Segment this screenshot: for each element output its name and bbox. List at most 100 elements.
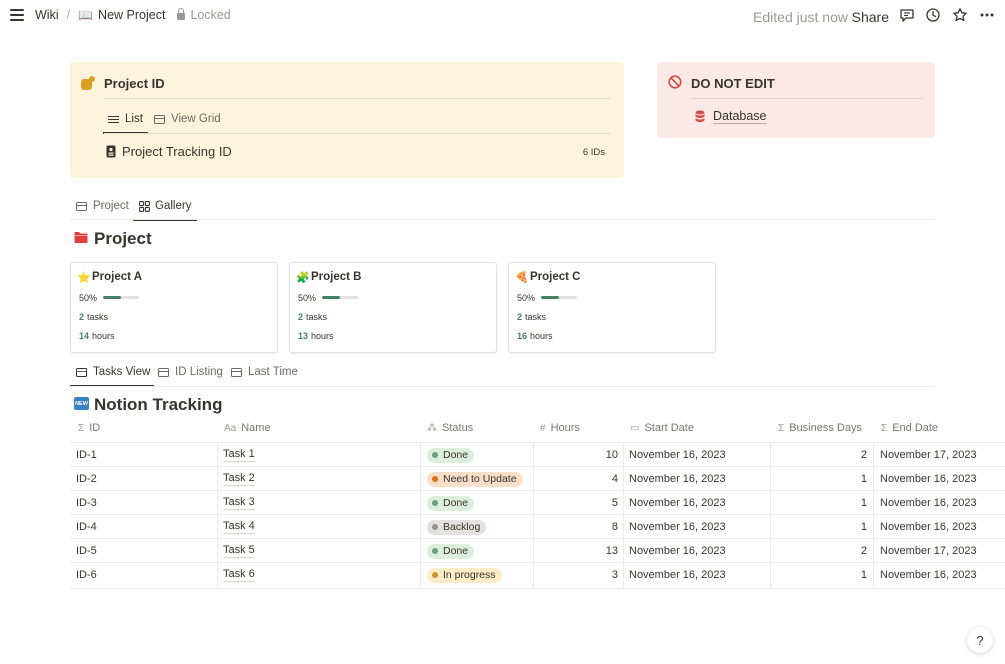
table-row[interactable]: ID-3 Task 3 Done 5 November 16, 2023 1 Novembe…: [70, 490, 1005, 514]
column-divider: [217, 442, 218, 588]
cell-name[interactable]: Task 4: [223, 515, 255, 539]
tab-label: ID Listing: [175, 366, 223, 378]
history-icon[interactable]: [925, 7, 941, 23]
more-icon[interactable]: [979, 7, 995, 23]
cell-start-date[interactable]: November 16, 2023: [629, 497, 726, 509]
share-button[interactable]: Share: [851, 9, 889, 25]
cell-hours[interactable]: 8: [611, 521, 618, 533]
table-row[interactable]: ID-1 Task 1 Done 10 November 16, 2023 2 Novemb…: [70, 442, 1005, 466]
help-button[interactable]: ?: [967, 627, 993, 653]
locked-indicator[interactable]: Locked: [177, 8, 231, 22]
task-name: Task 1: [223, 448, 255, 462]
status-badge: Backlog: [427, 519, 487, 535]
tab-view-grid[interactable]: View Grid: [154, 107, 221, 131]
cell-business-days[interactable]: 2: [860, 545, 867, 557]
tab-id-listing[interactable]: ID Listing: [158, 360, 223, 384]
column-header-id[interactable]: Σ ID: [78, 422, 101, 434]
column-header-status[interactable]: ⁂ Status: [427, 422, 474, 434]
tab-gallery[interactable]: Gallery: [133, 194, 198, 221]
callout-title: Project ID: [104, 76, 165, 91]
cell-hours[interactable]: 5: [611, 497, 618, 509]
cell-name[interactable]: Task 5: [223, 539, 255, 563]
cell-id[interactable]: ID-5: [76, 545, 97, 557]
table-icon: [154, 114, 165, 124]
cell-id[interactable]: ID-4: [76, 521, 97, 533]
status-label: Need to Update: [443, 473, 517, 485]
cell-id[interactable]: ID-1: [76, 449, 97, 461]
cell-end-date[interactable]: November 17, 2023: [880, 449, 977, 461]
status-badge: Done: [427, 447, 475, 463]
database-icon: [695, 110, 705, 122]
column-header-start-date[interactable]: ▭ Start Date: [630, 422, 694, 434]
cell-hours[interactable]: 3: [611, 569, 618, 581]
cell-hours[interactable]: 4: [611, 473, 618, 485]
cell-name[interactable]: Task 3: [223, 491, 255, 515]
project-card-a[interactable]: ⭐ Project A 50% 2 tasks 14 hours: [70, 262, 278, 353]
cell-start-date[interactable]: November 16, 2023: [629, 449, 726, 461]
breadcrumb-wiki[interactable]: Wiki: [35, 8, 59, 22]
cell-name[interactable]: Task 2: [223, 467, 255, 491]
cell-start-date[interactable]: November 16, 2023: [629, 521, 726, 533]
comment-icon[interactable]: [899, 7, 915, 23]
cell-hours[interactable]: 10: [605, 449, 618, 461]
cell-end-date[interactable]: November 17, 2023: [880, 545, 977, 557]
project-card-c[interactable]: 🍕 Project C 50% 2 tasks 16 hours: [508, 262, 716, 353]
tab-tasks-view[interactable]: Tasks View: [70, 360, 155, 387]
menu-icon[interactable]: [10, 9, 24, 21]
cell-name[interactable]: Task 6: [223, 563, 255, 587]
cell-status[interactable]: Backlog: [427, 515, 487, 539]
column-header-business-days[interactable]: Σ Business Days: [778, 422, 862, 434]
cell-status[interactable]: Done: [427, 539, 475, 563]
table-row[interactable]: ID-5 Task 5 Done 13 November 16, 2023 2 Novemb…: [70, 538, 1005, 562]
breadcrumb-new-project[interactable]: New Project: [98, 8, 166, 22]
cell-status[interactable]: In progress: [427, 563, 502, 587]
column-header-hours[interactable]: # Hours: [540, 422, 580, 434]
cell-start-date[interactable]: November 16, 2023: [629, 473, 726, 485]
cell-business-days[interactable]: 2: [860, 449, 867, 461]
project-card-b[interactable]: 🧩 Project B 50% 2 tasks 13 hours: [289, 262, 497, 353]
item-count: 6 IDs: [582, 147, 605, 158]
cell-start-date[interactable]: November 16, 2023: [629, 569, 726, 581]
cell-business-days[interactable]: 1: [860, 497, 867, 509]
task-name: Task 2: [223, 472, 255, 486]
tab-last-time[interactable]: Last Time: [231, 360, 298, 384]
column-header-name[interactable]: Aa Name: [224, 422, 271, 434]
gallery-icon: [139, 200, 150, 212]
cell-id[interactable]: ID-6: [76, 569, 97, 581]
do-not-edit-callout: DO NOT EDIT Database: [657, 62, 935, 138]
cell-status[interactable]: Done: [427, 443, 475, 467]
cell-end-date[interactable]: November 16, 2023: [880, 569, 977, 581]
cell-start-date[interactable]: November 16, 2023: [629, 545, 726, 557]
cell-business-days[interactable]: 1: [860, 569, 867, 581]
star-icon[interactable]: [952, 7, 968, 23]
folder-icon: [74, 232, 88, 243]
cell-end-date[interactable]: November 16, 2023: [880, 521, 977, 533]
column-header-end-date[interactable]: Σ End Date: [881, 422, 939, 434]
table-row[interactable]: ID-2 Task 2 Need to Update 4 November 16, 20…: [70, 466, 1005, 490]
cell-status[interactable]: Need to Update: [427, 467, 523, 491]
cell-name[interactable]: Task 1: [223, 443, 255, 467]
cell-end-date[interactable]: November 16, 2023: [880, 497, 977, 509]
status-dot-icon: [432, 476, 438, 482]
table-row[interactable]: ID-4 Task 4 Backlog 8 November 16, 2023 1 Nove…: [70, 514, 1005, 538]
cell-business-days[interactable]: 1: [860, 521, 867, 533]
project-tracking-id-item[interactable]: Project Tracking ID 6 IDs: [104, 142, 611, 164]
cell-end-date[interactable]: November 16, 2023: [880, 473, 977, 485]
star-icon: ⭐: [77, 272, 91, 284]
database-link[interactable]: Database: [695, 107, 767, 125]
table-row[interactable]: ID-6 Task 6 In progress 3 November 16, 2023 1…: [70, 562, 1005, 586]
edited-status: Edited just now: [753, 9, 848, 25]
status-label: Backlog: [443, 521, 481, 533]
cell-id[interactable]: ID-2: [76, 473, 97, 485]
puzzle-icon: 🧩: [296, 272, 310, 284]
status-label: Done: [443, 449, 469, 461]
id-card-icon: [106, 145, 116, 158]
tab-list[interactable]: List: [103, 107, 148, 134]
tab-project[interactable]: Project: [76, 194, 129, 218]
cell-hours[interactable]: 13: [605, 545, 618, 557]
cell-id[interactable]: ID-3: [76, 497, 97, 509]
project-id-callout: Project ID List View Grid Project Tracki…: [70, 62, 624, 178]
cell-business-days[interactable]: 1: [860, 473, 867, 485]
cell-status[interactable]: Done: [427, 491, 475, 515]
prohibited-icon: [668, 75, 682, 89]
